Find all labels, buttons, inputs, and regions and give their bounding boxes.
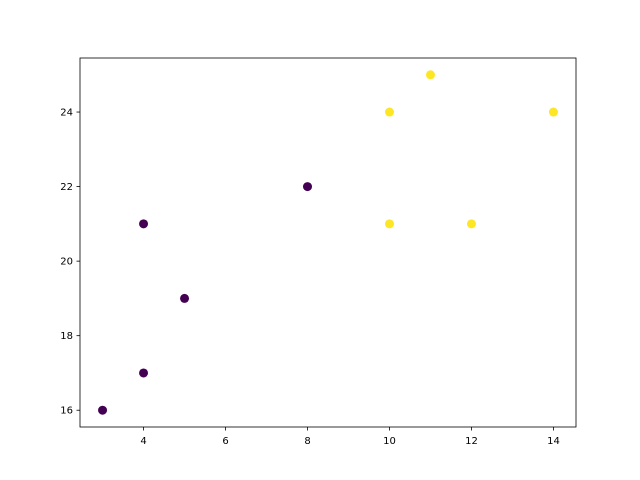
- y-tick-label: 22: [60, 182, 73, 193]
- data-point: [384, 107, 394, 117]
- data-point: [466, 219, 476, 229]
- data-point: [303, 182, 313, 192]
- plot-area: [80, 58, 576, 427]
- points-layer: [98, 70, 558, 415]
- data-point: [98, 405, 108, 415]
- axes-frame: [79, 57, 577, 428]
- x-tick-label: 12: [465, 436, 478, 447]
- data-point: [425, 70, 435, 80]
- x-tick-label: 4: [140, 436, 146, 447]
- y-axis: 16 18 20 22 24: [60, 108, 80, 417]
- x-tick-label: 6: [222, 436, 228, 447]
- data-point: [180, 293, 190, 303]
- x-tick-label: 14: [547, 436, 560, 447]
- data-point: [384, 219, 394, 229]
- x-tick-label: 8: [304, 436, 310, 447]
- data-point: [139, 368, 149, 378]
- y-tick-label: 20: [60, 257, 73, 268]
- y-tick-label: 24: [60, 108, 73, 119]
- data-point: [548, 107, 558, 117]
- data-point: [139, 219, 149, 229]
- y-tick-label: 16: [60, 406, 73, 417]
- x-tick-label: 10: [383, 436, 396, 447]
- x-axis: 4 6 8 10 12 14: [140, 427, 560, 447]
- y-tick-label: 18: [60, 331, 73, 342]
